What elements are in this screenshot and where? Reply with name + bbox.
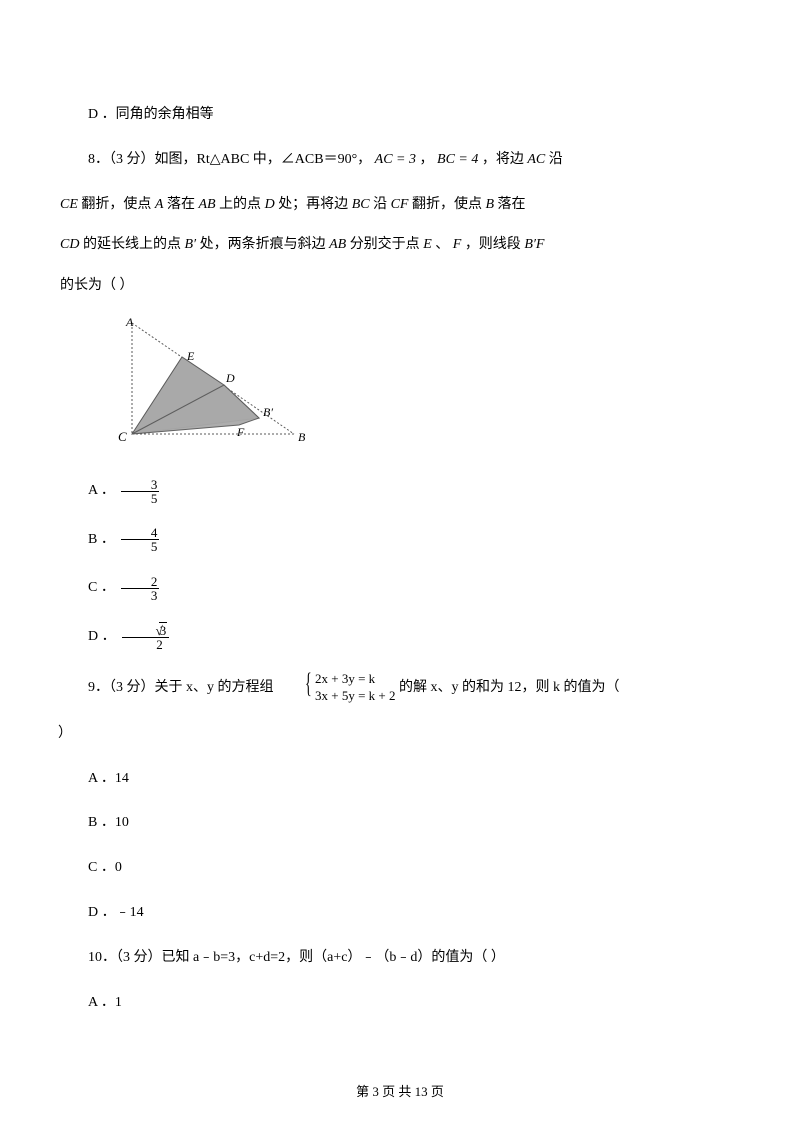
q8-t3b: 处，两条折痕与斜边 xyxy=(200,237,326,252)
q9-close: ） xyxy=(58,719,740,750)
footer-cur: 3 xyxy=(372,1084,379,1099)
q8-text-1c: 沿 xyxy=(549,152,563,167)
q8-AB2: AB xyxy=(329,237,346,252)
q8-t2a: 翻折，使点 xyxy=(81,197,151,212)
q8-comma1: ， xyxy=(420,152,434,167)
q8-t2g: 落在 xyxy=(498,197,526,212)
footer-mid: 页 共 xyxy=(382,1084,411,1099)
q8-t2d: 处；再将边 xyxy=(278,197,348,212)
q8-choice-a-frac: 3 5 xyxy=(121,478,160,505)
q8-CD: CD xyxy=(60,237,79,252)
q8-choice-a: A ． 3 5 xyxy=(60,476,740,507)
frac-num: 3 xyxy=(121,478,160,492)
q8-ac-eq: AC = 3 xyxy=(375,152,416,167)
q9-stem: 9．（3 分）关于 x、y 的方程组 2x + 3y = k 3x + 5y =… xyxy=(60,671,740,705)
lbl-B: B xyxy=(298,430,306,444)
q8-BC: BC xyxy=(352,197,370,212)
q8-text-1: 8．（3 分）如图，Rt△ABC 中，∠ACB＝90°， xyxy=(88,152,371,167)
q8-choice-a-label: A ． xyxy=(60,476,115,507)
lbl-E: E xyxy=(186,349,195,363)
footer-total: 13 xyxy=(415,1084,428,1099)
q9-eq2: 3x + 5y = k + 2 xyxy=(287,688,396,705)
q8-stem-line3: CD 的延长线上的点 B′ 处，两条折痕与斜边 AB 分别交于点 E 、 F ，… xyxy=(60,230,740,261)
q8-A: A xyxy=(155,197,164,212)
frac-den: 5 xyxy=(121,540,160,553)
q9-post: 的解 x、y 的和为 12，则 k 的值为（ xyxy=(399,680,620,695)
q8-ce: CE xyxy=(60,197,78,212)
frac-den: 2 xyxy=(122,638,170,651)
q8-t3a: 的延长线上的点 xyxy=(83,237,181,252)
lbl-Bp: B′ xyxy=(263,405,273,419)
q8-B: B xyxy=(485,197,494,212)
frac-num-sqrt: √3 xyxy=(122,624,170,638)
q8-E: E xyxy=(423,237,432,252)
q8-choice-c-frac: 2 3 xyxy=(121,575,160,602)
q8-t2f: 翻折，使点 xyxy=(412,197,482,212)
q8-choice-b: B ． 4 5 xyxy=(60,525,740,556)
q9-system: 2x + 3y = k 3x + 5y = k + 2 xyxy=(277,671,396,705)
q9-choice-d: D ．﹣14 xyxy=(60,898,740,929)
q9-pre: 9．（3 分）关于 x、y 的方程组 xyxy=(88,680,274,695)
q8-stem-line2: CE 翻折，使点 A 落在 AB 上的点 D 处；再将边 BC 沿 CF 翻折，… xyxy=(60,190,740,221)
lbl-C: C xyxy=(118,429,127,444)
q8-choice-b-frac: 4 5 xyxy=(121,526,160,553)
q8-bc-eq: BC = 4 xyxy=(437,152,478,167)
q8-t3d: 、 xyxy=(435,237,449,252)
q8-t2b: 落在 xyxy=(167,197,195,212)
q8-choice-d: D ． √3 2 xyxy=(60,622,740,653)
q9-choice-a: A ．14 xyxy=(60,764,740,795)
q8-t3c: 分别交于点 xyxy=(350,237,420,252)
q8-choice-d-frac: √3 2 xyxy=(122,624,170,651)
q8-figure: A C B E D B′ F xyxy=(109,316,740,464)
q10-choice-a: A ．1 xyxy=(60,988,740,1019)
q9-eq1: 2x + 3y = k xyxy=(287,671,396,688)
footer-post: 页 xyxy=(431,1084,444,1099)
q8-choice-d-label: D ． xyxy=(60,622,116,653)
page-footer: 第 3 页 共 13 页 xyxy=(0,1081,800,1100)
q8-choice-c-label: C ． xyxy=(60,573,115,604)
q8-D: D xyxy=(265,197,275,212)
q8-AB: AB xyxy=(198,197,215,212)
frac-num: 2 xyxy=(121,575,160,589)
page-content: D ．同角的余角相等 8．（3 分）如图，Rt△ABC 中，∠ACB＝90°， … xyxy=(0,0,800,1072)
q8-CF: CF xyxy=(391,197,409,212)
q8-F: F xyxy=(453,237,462,252)
lbl-D: D xyxy=(225,371,235,385)
q8-stem-line4: 的长为（ ） xyxy=(60,271,740,302)
q8-t2c: 上的点 xyxy=(219,197,261,212)
q8-text-1b: ，将边 xyxy=(482,152,524,167)
q8-BpF: B′F xyxy=(524,237,544,252)
prev-option-d: D ．同角的余角相等 xyxy=(60,100,740,131)
frac-den: 3 xyxy=(121,589,160,602)
q8-t3e: ，则线段 xyxy=(465,237,521,252)
q8-choice-b-label: B ． xyxy=(60,525,115,556)
q10-stem: 10．（3 分）已知 a﹣b=3，c+d=2，则（a+c）﹣（b﹣d）的值为（ … xyxy=(60,943,740,974)
frac-den: 5 xyxy=(121,492,160,505)
q9-choice-c: C ．0 xyxy=(60,853,740,884)
q8-t2e: 沿 xyxy=(373,197,387,212)
q8-ac: AC xyxy=(527,152,545,167)
lbl-A: A xyxy=(125,316,134,329)
q8-stem-line1: 8．（3 分）如图，Rt△ABC 中，∠ACB＝90°， AC = 3 ， BC… xyxy=(60,145,740,176)
q9-choice-b: B ．10 xyxy=(60,808,740,839)
lbl-F: F xyxy=(236,425,245,439)
q8-choice-c: C ． 2 3 xyxy=(60,573,740,604)
frac-num: 4 xyxy=(121,526,160,540)
q8-triangle-svg: A C B E D B′ F xyxy=(109,316,314,451)
q8-Bp: B′ xyxy=(184,237,196,252)
footer-pre: 第 xyxy=(356,1084,369,1099)
